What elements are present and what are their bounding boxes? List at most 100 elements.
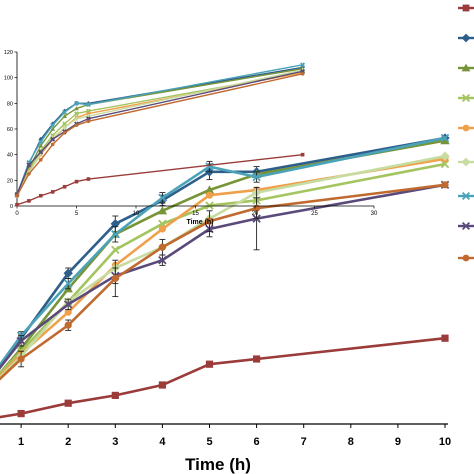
- main-x-tick-label: 1: [18, 436, 24, 448]
- inset-series-line: [16, 64, 303, 195]
- inset-data-point: [50, 126, 56, 131]
- main-series-layer: [0, 133, 450, 419]
- main-data-point: [440, 159, 450, 169]
- main-x-tick-labels: 1 2 3 4 5 6 7 8 9 10: [18, 436, 451, 448]
- main-data-point: [16, 336, 26, 346]
- main-data-point: [205, 191, 214, 199]
- inset-data-point: [38, 143, 44, 148]
- inset-data-point: [74, 179, 79, 184]
- inset-data-point: [62, 109, 68, 115]
- inset-data-point: [50, 122, 56, 128]
- main-series-line: [0, 336, 446, 419]
- inset-data-point: [85, 116, 91, 122]
- main-series: [0, 181, 449, 381]
- main-series: [0, 133, 450, 367]
- inset-data-point: [62, 113, 67, 118]
- inset-chart: 0 5 10 15 20 25 30 0 20 40 60 80 100 120 Time (h): [4, 50, 378, 226]
- inset-y-tick-label: 40: [7, 153, 13, 159]
- inset-data-point: [39, 158, 43, 162]
- inset-data-point: [300, 62, 306, 68]
- legend-marker: [461, 63, 471, 72]
- inset-data-point: [27, 172, 31, 176]
- inset-data-point: [300, 67, 305, 73]
- inset-data-point: [85, 102, 91, 108]
- legend: [458, 4, 474, 262]
- inset-data-point: [86, 119, 91, 124]
- legend-entry: [458, 221, 474, 231]
- inset-data-point: [27, 199, 31, 203]
- inset-data-point: [38, 136, 44, 142]
- main-data-point: [64, 399, 72, 407]
- inset-series: [15, 152, 305, 207]
- inset-x-axis-label: Time (h): [186, 219, 213, 226]
- main-data-point: [205, 360, 214, 368]
- inset-y-tick-label: 0: [10, 204, 13, 210]
- inset-data-point: [62, 108, 67, 114]
- main-x-tick-label: 3: [112, 436, 118, 448]
- inset-data-point: [86, 177, 91, 181]
- inset-x-tick-label: 25: [311, 211, 318, 217]
- legend-entry: [458, 33, 474, 43]
- inset-y-tick-label: 100: [4, 76, 13, 82]
- main-x-tick-label: 10: [439, 436, 451, 448]
- main-data-point: [64, 308, 72, 316]
- main-series-line: [0, 183, 446, 381]
- main-series: [0, 133, 450, 369]
- inset-data-point: [74, 100, 79, 106]
- main-data-point: [63, 268, 73, 278]
- legend-marker: [461, 191, 471, 201]
- main-x-tick-label: 6: [254, 436, 260, 448]
- inset-data-point: [38, 151, 44, 156]
- main-data-point: [17, 410, 25, 418]
- main-series: [0, 334, 449, 419]
- main-data-point: [111, 274, 119, 282]
- main-chart: 1 2 3 4 5 6 7 8 9 10 Time (h): [0, 133, 451, 474]
- main-data-point: [158, 193, 167, 203]
- main-x-tick-label: 9: [395, 436, 401, 448]
- inset-y-tick-label: 80: [7, 101, 13, 107]
- inset-series-line: [16, 69, 303, 197]
- inset-data-point: [50, 135, 56, 141]
- legend-marker: [461, 221, 471, 231]
- main-data-point: [64, 321, 72, 329]
- main-data-point: [441, 334, 449, 342]
- legend-entry: [458, 93, 474, 103]
- main-x-tick-label: 5: [206, 436, 212, 448]
- legend-marker: [462, 4, 470, 12]
- inset-series-line: [16, 153, 303, 206]
- legend-marker: [461, 93, 471, 103]
- inset-series: [14, 66, 305, 198]
- main-data-point: [253, 355, 261, 363]
- main-data-point: [204, 185, 215, 194]
- main-x-tick-label: 2: [65, 436, 71, 448]
- inset-x-tick-label: 30: [371, 211, 378, 217]
- main-x-axis-label: Time (h): [185, 455, 251, 474]
- main-data-point: [111, 245, 120, 255]
- main-series: [0, 180, 450, 370]
- main-data-point: [158, 243, 166, 251]
- main-x-tick-label: 8: [348, 436, 354, 448]
- inset-data-point: [300, 72, 305, 76]
- inset-series-layer: [14, 62, 306, 207]
- inset-data-point: [62, 121, 68, 127]
- inset-data-point: [15, 202, 19, 207]
- inset-data-point: [300, 152, 305, 157]
- inset-x-tick-label: 0: [15, 211, 19, 217]
- main-data-point: [111, 229, 120, 239]
- inset-series: [15, 72, 305, 198]
- main-series-line: [0, 154, 446, 380]
- main-data-point: [63, 300, 73, 309]
- inset-data-point: [39, 193, 43, 198]
- main-data-point: [158, 225, 166, 233]
- inset-series: [15, 70, 305, 198]
- legend-entry: [458, 254, 474, 262]
- inset-data-point: [50, 121, 56, 127]
- inset-data-point: [62, 125, 67, 131]
- inset-series-line: [16, 73, 303, 197]
- inset-data-point: [74, 111, 79, 117]
- main-data-point: [17, 355, 25, 363]
- inset-data-point: [74, 123, 79, 127]
- main-data-point: [157, 206, 168, 215]
- inset-data-point: [26, 162, 32, 168]
